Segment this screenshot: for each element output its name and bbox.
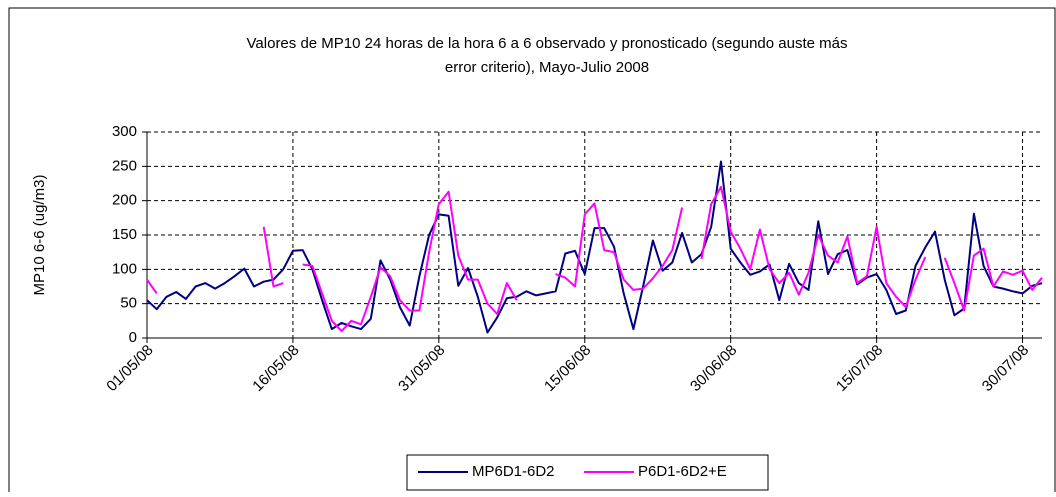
legend-label: P6D1-6D2+E bbox=[638, 463, 727, 480]
y-tick-label: 200 bbox=[112, 192, 137, 209]
y-tick-label: 300 bbox=[112, 123, 137, 140]
x-tick-label: 15/07/08 bbox=[833, 342, 886, 395]
x-tick-label: 30/07/08 bbox=[979, 342, 1032, 395]
x-tick-label: 30/06/08 bbox=[687, 342, 740, 395]
y-tick-label: 0 bbox=[129, 329, 137, 346]
chart-title: error criterio), Mayo-Julio 2008 bbox=[445, 59, 649, 76]
y-tick-label: 250 bbox=[112, 157, 137, 174]
data-line bbox=[146, 160, 1043, 334]
x-tick-label: 31/05/08 bbox=[395, 342, 448, 395]
y-axis-label: MP10 6-6 (ug/m3) bbox=[31, 175, 48, 296]
data-line bbox=[146, 185, 1043, 333]
chart-title: Valores de MP10 24 horas de la hora 6 a … bbox=[247, 35, 848, 52]
x-tick-label: 15/06/08 bbox=[541, 342, 594, 395]
chart-frame bbox=[8, 7, 1056, 497]
y-tick-label: 50 bbox=[120, 295, 137, 312]
y-tick-label: 100 bbox=[112, 260, 137, 277]
legend-label: MP6D1-6D2 bbox=[472, 463, 555, 480]
x-tick-label: 01/05/08 bbox=[103, 342, 156, 395]
x-tick-label: 16/05/08 bbox=[249, 342, 302, 395]
y-tick-label: 150 bbox=[112, 226, 137, 243]
